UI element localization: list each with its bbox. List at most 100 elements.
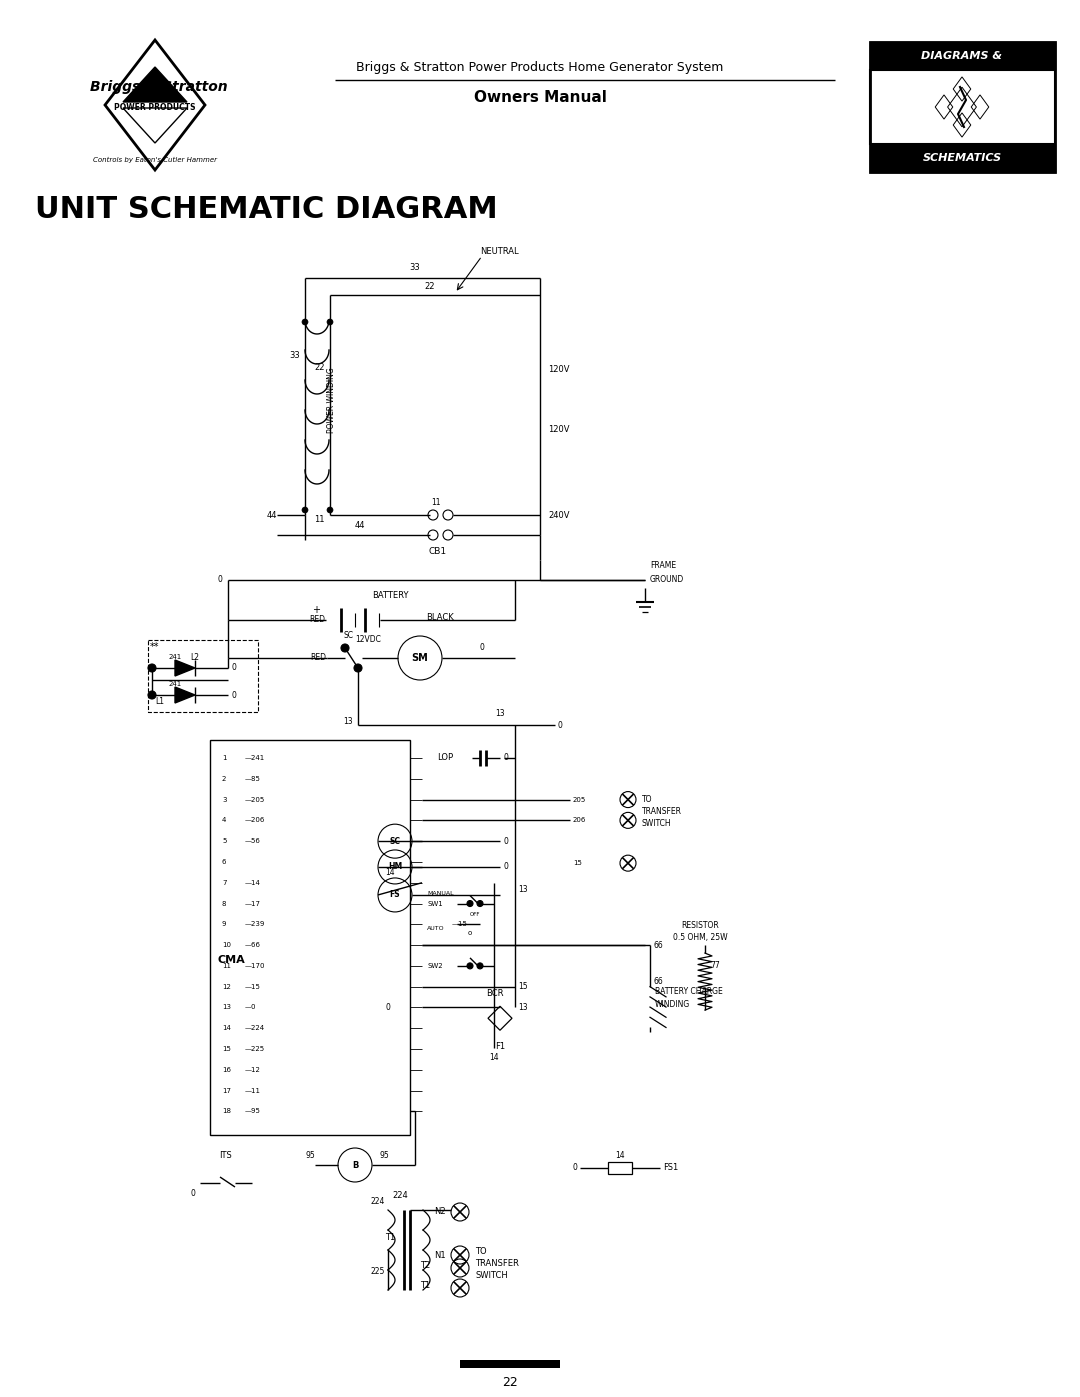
Text: T1: T1 xyxy=(384,1234,395,1242)
Bar xyxy=(210,740,410,1134)
Text: 22: 22 xyxy=(314,363,325,373)
Text: FS: FS xyxy=(390,890,401,900)
Text: —15: —15 xyxy=(453,921,468,928)
Text: BATTERY: BATTERY xyxy=(372,591,408,601)
Text: 5: 5 xyxy=(222,838,227,844)
Text: RED: RED xyxy=(310,654,326,662)
Circle shape xyxy=(467,963,473,970)
Circle shape xyxy=(148,664,156,672)
Circle shape xyxy=(302,507,308,513)
Text: 206: 206 xyxy=(573,817,586,823)
Text: —206: —206 xyxy=(245,817,266,823)
Text: 0: 0 xyxy=(190,1189,195,1197)
Text: 13: 13 xyxy=(518,1003,528,1011)
Text: 0.5 OHM, 25W: 0.5 OHM, 25W xyxy=(673,933,727,942)
Text: 8: 8 xyxy=(222,901,227,907)
Text: SC: SC xyxy=(343,631,353,640)
Text: —224: —224 xyxy=(245,1025,265,1031)
Text: 3: 3 xyxy=(222,796,227,803)
Text: T2: T2 xyxy=(420,1260,430,1270)
Text: 0: 0 xyxy=(217,576,222,584)
Text: L1: L1 xyxy=(156,697,164,707)
Text: 11: 11 xyxy=(222,963,231,970)
Text: Owners Manual: Owners Manual xyxy=(473,91,607,106)
Text: N2: N2 xyxy=(434,1207,446,1217)
Text: 33: 33 xyxy=(289,351,300,359)
Circle shape xyxy=(327,507,333,513)
Text: 0: 0 xyxy=(503,837,508,845)
Text: 22: 22 xyxy=(502,1376,518,1389)
Text: **: ** xyxy=(150,643,160,652)
Text: 10: 10 xyxy=(222,942,231,949)
Text: 240V: 240V xyxy=(548,510,569,520)
Bar xyxy=(870,42,1055,70)
Text: 120V: 120V xyxy=(548,426,569,434)
Text: —17: —17 xyxy=(245,901,261,907)
Text: —11: —11 xyxy=(245,1088,261,1094)
Text: o: o xyxy=(468,930,472,936)
Text: 15: 15 xyxy=(222,1046,231,1052)
Text: 14: 14 xyxy=(222,1025,231,1031)
Text: SW1: SW1 xyxy=(427,901,443,907)
Text: TO: TO xyxy=(642,795,652,805)
Text: 0: 0 xyxy=(386,1003,391,1011)
Text: TRANSFER: TRANSFER xyxy=(475,1260,518,1268)
Text: N1: N1 xyxy=(434,1250,446,1260)
Text: SC: SC xyxy=(390,837,401,845)
Text: GROUND: GROUND xyxy=(650,576,685,584)
Text: SM: SM xyxy=(411,652,429,664)
Text: —225: —225 xyxy=(245,1046,265,1052)
Text: POWER WINDING: POWER WINDING xyxy=(327,367,337,433)
Polygon shape xyxy=(175,687,195,703)
Text: 4: 4 xyxy=(222,817,227,823)
Text: 7: 7 xyxy=(222,880,227,886)
Text: 224: 224 xyxy=(370,1197,386,1207)
Text: —241: —241 xyxy=(245,754,266,761)
Text: —205: —205 xyxy=(245,796,266,803)
Text: FS1: FS1 xyxy=(663,1164,678,1172)
Text: 241: 241 xyxy=(168,654,181,659)
Text: 0: 0 xyxy=(231,690,235,700)
Text: TRANSFER: TRANSFER xyxy=(642,807,681,816)
Text: 77: 77 xyxy=(710,961,719,971)
Text: —56: —56 xyxy=(245,838,261,844)
Text: —12: —12 xyxy=(245,1067,261,1073)
Text: Controls by Eaton's Cutler Hammer: Controls by Eaton's Cutler Hammer xyxy=(93,156,217,163)
Circle shape xyxy=(477,963,483,970)
Text: 15: 15 xyxy=(573,861,582,866)
Text: 205: 205 xyxy=(573,796,586,803)
Circle shape xyxy=(327,319,333,326)
Text: 14: 14 xyxy=(616,1151,625,1160)
Circle shape xyxy=(302,319,308,326)
Circle shape xyxy=(148,692,156,698)
Text: —170: —170 xyxy=(245,963,266,970)
Polygon shape xyxy=(175,659,195,676)
Text: F1: F1 xyxy=(495,1042,505,1051)
Text: RESISTOR: RESISTOR xyxy=(681,921,719,929)
Text: 66: 66 xyxy=(653,940,663,950)
Text: UNIT SCHEMATIC DIAGRAM: UNIT SCHEMATIC DIAGRAM xyxy=(35,196,498,225)
Text: 2: 2 xyxy=(222,775,227,782)
Text: B: B xyxy=(352,1161,359,1169)
Circle shape xyxy=(341,644,349,652)
Text: —85: —85 xyxy=(245,775,261,782)
Text: SWITCH: SWITCH xyxy=(475,1271,508,1281)
Polygon shape xyxy=(123,67,187,102)
Circle shape xyxy=(477,901,483,907)
Text: 225: 225 xyxy=(370,1267,386,1277)
Text: 1: 1 xyxy=(222,754,227,761)
Text: 0: 0 xyxy=(572,1164,577,1172)
Text: AUTO: AUTO xyxy=(427,926,445,930)
Text: Briggs & Stratton Power Products Home Generator System: Briggs & Stratton Power Products Home Ge… xyxy=(356,61,724,74)
Text: 13: 13 xyxy=(343,718,353,726)
Text: 13: 13 xyxy=(496,710,504,718)
Text: 33: 33 xyxy=(409,263,420,272)
Circle shape xyxy=(467,901,473,907)
Text: POWER PRODUCTS: POWER PRODUCTS xyxy=(114,102,195,112)
Text: HM: HM xyxy=(388,862,402,872)
Bar xyxy=(460,1361,561,1368)
Text: 22: 22 xyxy=(424,282,435,291)
Text: 14: 14 xyxy=(489,1053,499,1062)
Text: L2: L2 xyxy=(190,654,199,662)
Text: 44: 44 xyxy=(354,521,365,529)
